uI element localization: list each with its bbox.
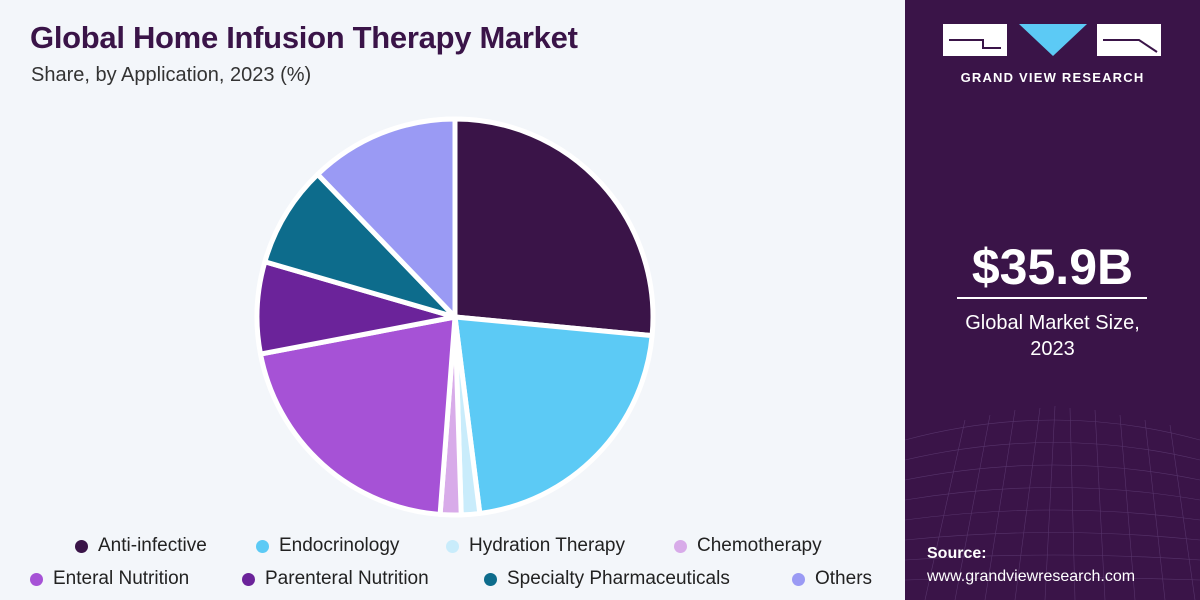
chart-legend: Anti-infective Endocrinology Hydration The…	[0, 530, 905, 600]
brand-name: GRAND VIEW RESEARCH	[960, 70, 1145, 85]
legend-item-others: Others	[792, 568, 872, 590]
value-divider	[957, 297, 1147, 299]
legend-label: Parenteral Nutrition	[265, 568, 429, 589]
legend-swatch	[446, 539, 459, 553]
pie-slice-enteral-nutrition	[258, 314, 458, 517]
legend-label: Hydration Therapy	[469, 535, 625, 556]
legend-item-chemotherapy: Chemotherapy	[674, 535, 822, 557]
legend-swatch	[674, 539, 687, 553]
gvr-logo-icon	[943, 24, 1161, 56]
legend-item-specialty-pharmaceuticals: Specialty Pharmaceuticals	[484, 568, 730, 590]
legend-label: Endocrinology	[279, 535, 400, 556]
pie-chart	[254, 116, 656, 518]
chart-subtitle: Share, by Application, 2023 (%)	[31, 64, 312, 86]
legend-swatch	[484, 572, 497, 586]
pie-slice-others	[315, 116, 458, 320]
source-url[interactable]: www.grandviewresearch.com	[927, 568, 1136, 585]
legend-label: Others	[815, 568, 873, 589]
pie-slice-anti-infective	[452, 116, 656, 339]
legend-swatch	[75, 539, 88, 553]
legend-item-parenteral-nutrition: Parenteral Nutrition	[242, 568, 429, 590]
legend-item-hydration-therapy: Hydration Therapy	[446, 535, 625, 557]
summary-panel: GRAND VIEW RESEARCH $35.9B Global Market…	[905, 0, 1200, 600]
legend-label: Enteral Nutrition	[53, 568, 190, 589]
legend-label: Anti-infective	[98, 535, 207, 556]
legend-item-anti-infective: Anti-infective	[75, 535, 207, 557]
legend-item-enteral-nutrition: Enteral Nutrition	[30, 568, 189, 590]
legend-swatch	[30, 572, 43, 586]
market-size-label-line1: Global Market Size,	[965, 312, 1140, 334]
market-size-value: $35.9B	[971, 239, 1134, 295]
grid-background-decoration	[905, 405, 1200, 600]
legend-swatch	[792, 572, 805, 586]
legend-swatch	[256, 539, 269, 553]
market-size-label: Global Market Size, 2023	[905, 310, 1200, 362]
market-size-label-line2: 2023	[1030, 338, 1075, 360]
legend-swatch	[242, 572, 255, 586]
pie-slice-endocrinology	[452, 314, 655, 516]
chart-panel: Global Home Infusion Therapy Market Shar…	[0, 20, 905, 600]
legend-label: Chemotherapy	[697, 535, 822, 556]
source-label: Source:	[927, 545, 987, 562]
chart-title: Global Home Infusion Therapy Market	[30, 20, 578, 55]
legend-label: Specialty Pharmaceuticals	[507, 568, 730, 589]
legend-item-endocrinology: Endocrinology	[256, 535, 399, 557]
